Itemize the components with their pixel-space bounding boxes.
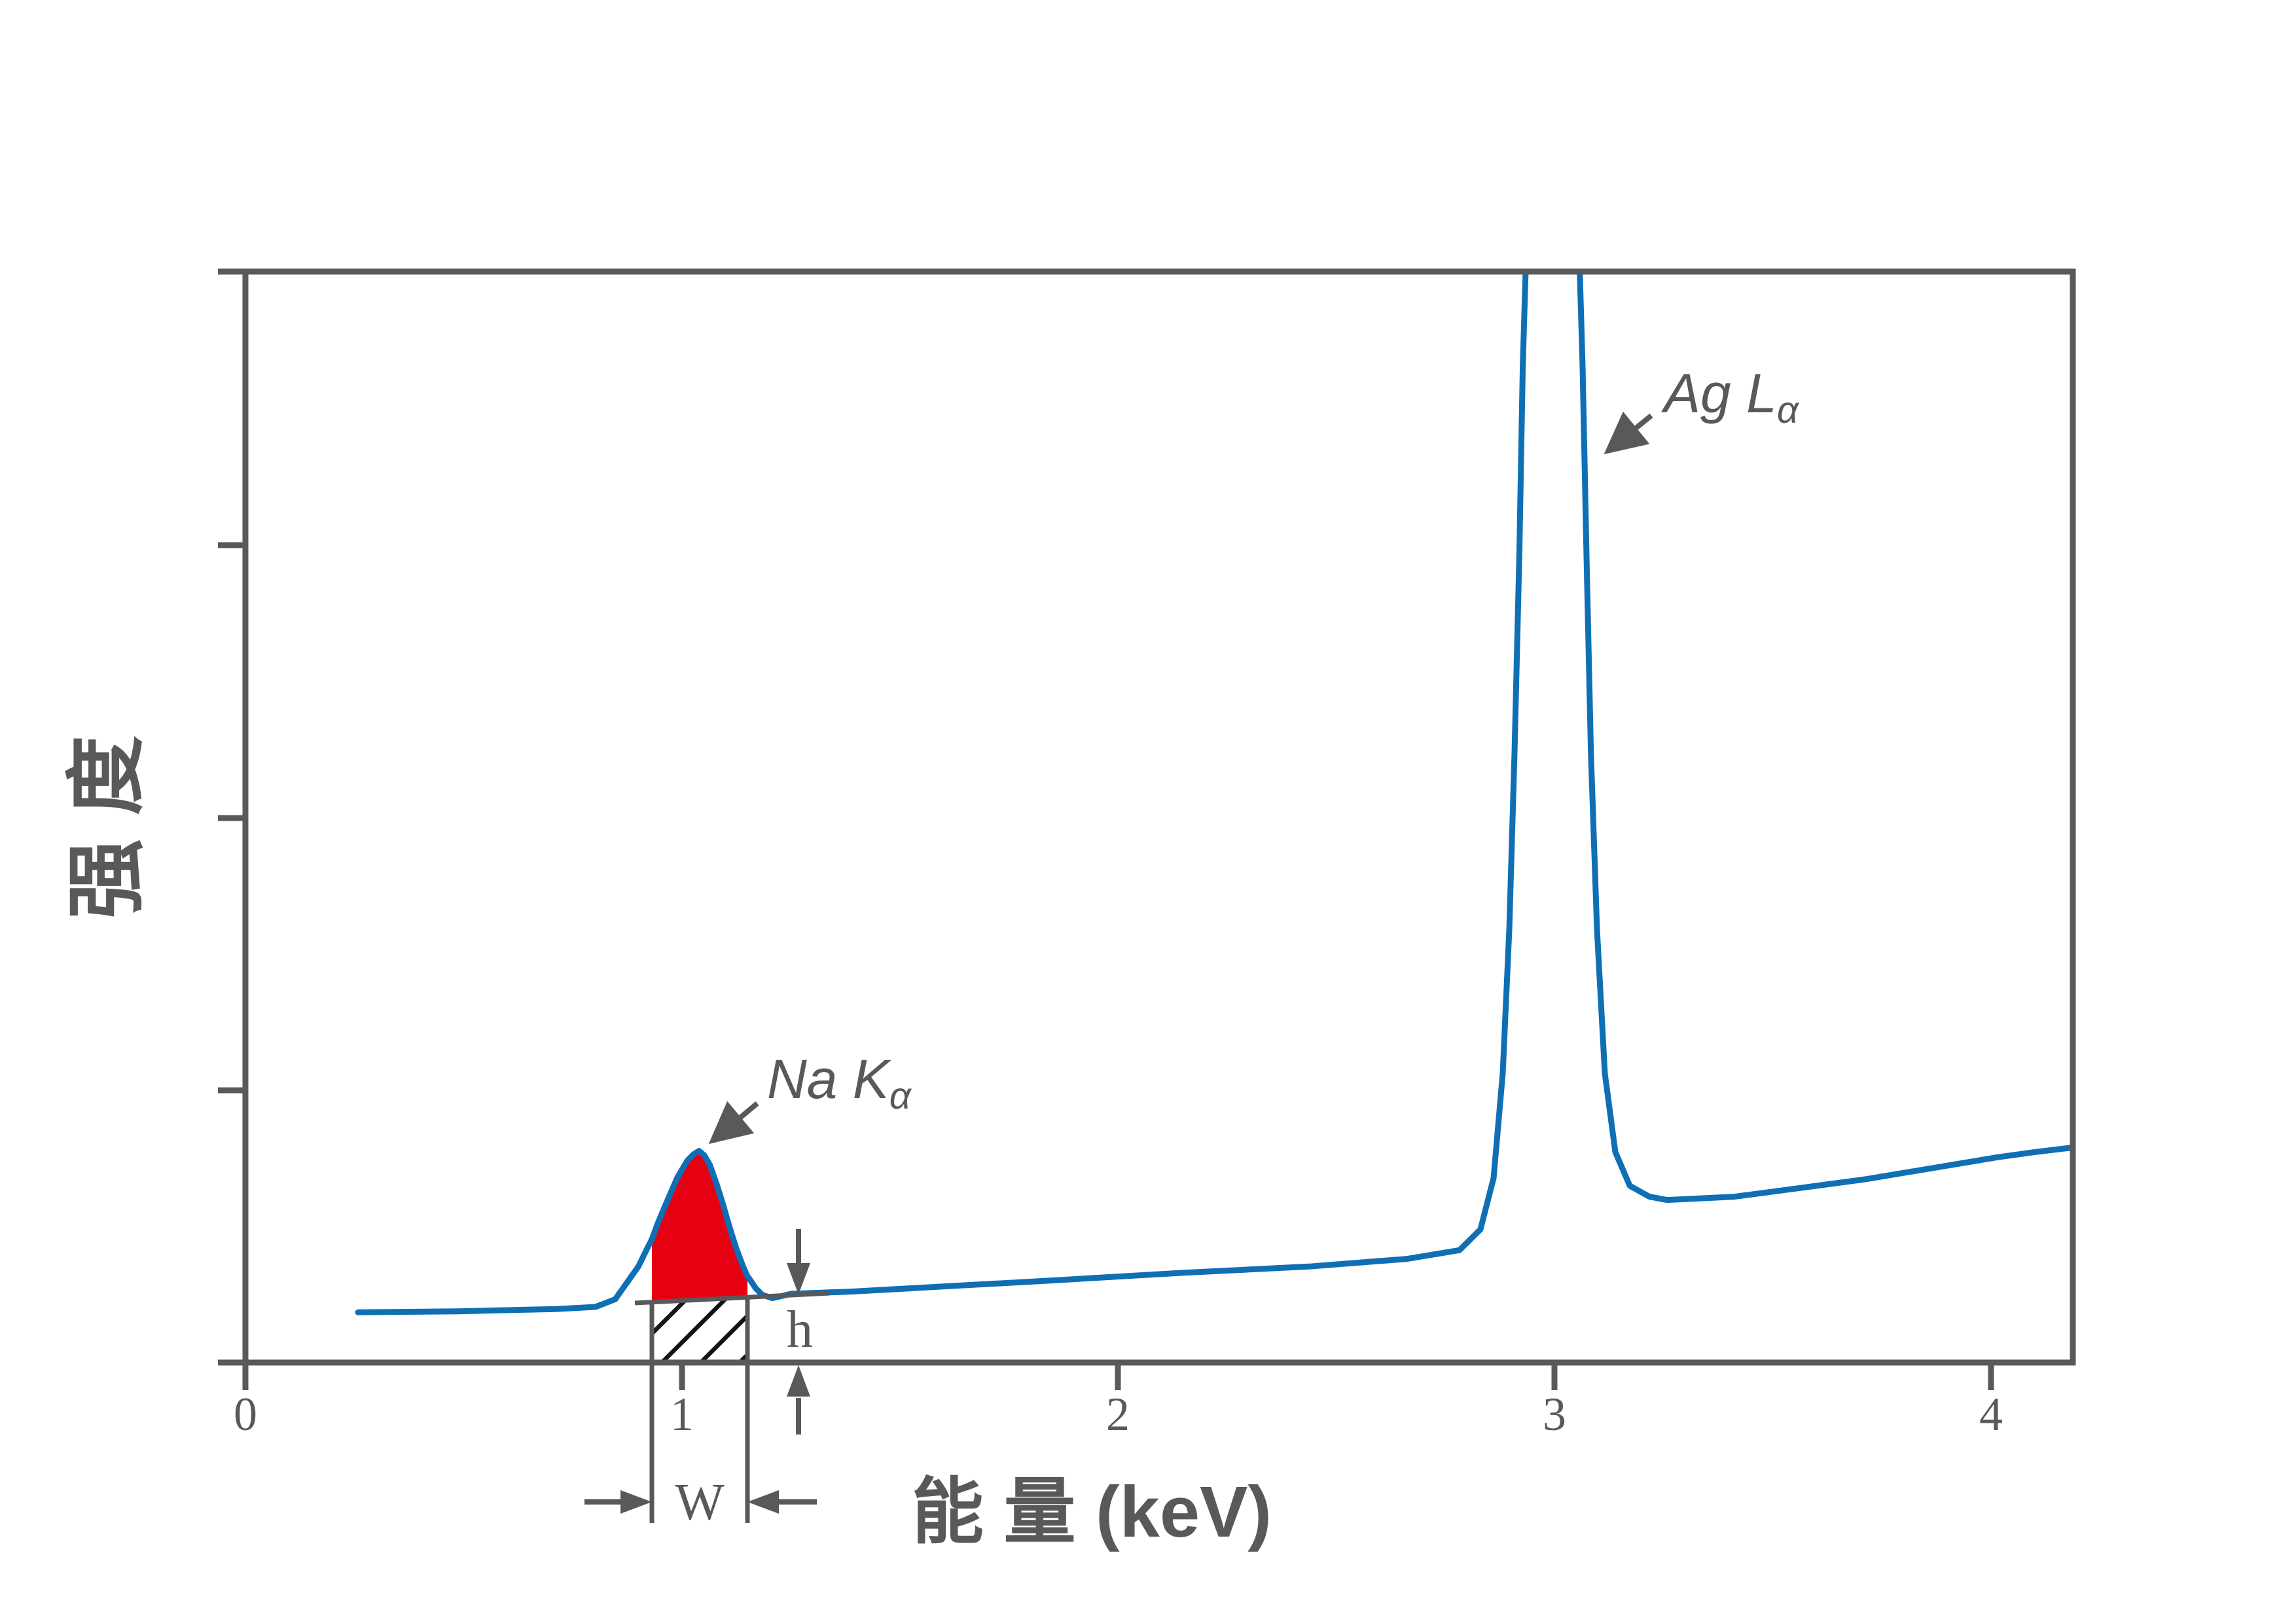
curve-layer [355, 272, 2073, 1315]
h-arrow-top-head [787, 1263, 810, 1294]
x-tick-label-0: 0 [234, 1388, 257, 1440]
w-arrow-right-head [747, 1490, 779, 1514]
spectrum-curve [355, 272, 2073, 1315]
w-label: W [675, 1474, 725, 1531]
height-dimension: h [787, 1229, 813, 1435]
na-label-sub: α [889, 1075, 912, 1117]
ag-annotation-arrow [1604, 411, 1653, 455]
na-annotation-text: Na Kα [767, 1048, 912, 1117]
axes [218, 268, 2076, 1390]
width-dimension: W [584, 1474, 817, 1531]
na-peak-fill [651, 1150, 748, 1302]
ag-label-main: Ag L [1660, 363, 1777, 424]
ag-annotation-text: Ag Lα [1660, 363, 1800, 431]
na-annotation-arrow [708, 1101, 759, 1145]
x-tick-label-4: 4 [1979, 1388, 2003, 1440]
x-tick-label-3: 3 [1543, 1388, 1566, 1440]
ag-label-sub: α [1777, 389, 1800, 431]
na-peak-annotation: Na Kα [708, 1048, 912, 1145]
peak-baseline-line [634, 1291, 831, 1306]
hatched-background-area [652, 1297, 747, 1361]
h-arrow-bottom-head [787, 1365, 810, 1397]
x-tick-label-1: 1 [670, 1388, 694, 1440]
plot-frame [218, 268, 2076, 1366]
x-axis-title: 能 量 (keV) [912, 1472, 1272, 1552]
x-tick-label-2: 2 [1106, 1388, 1130, 1440]
x-tick-labels: 0 1 2 3 4 [234, 1388, 2003, 1440]
w-arrow-left-head [620, 1490, 652, 1514]
y-axis-title: 强度 [62, 712, 151, 919]
ag-peak-annotation: Ag Lα [1604, 363, 1800, 455]
h-label: h [787, 1301, 813, 1359]
na-label-main: Na K [767, 1048, 892, 1110]
